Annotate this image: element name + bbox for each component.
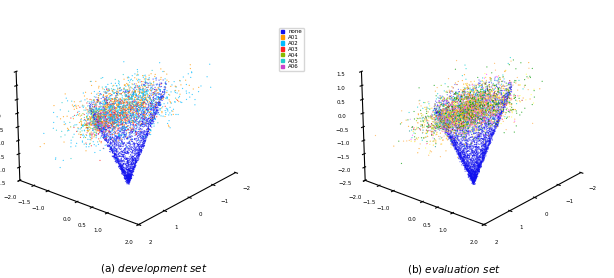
Legend: none, A01, A02, A03, A04, A05, A06: none, A01, A02, A03, A04, A05, A06	[279, 28, 304, 71]
Text: (b) $\it{evaluation\ set}$: (b) $\it{evaluation\ set}$	[407, 263, 502, 276]
Text: (a) $\it{development\ set}$: (a) $\it{development\ set}$	[99, 262, 208, 276]
